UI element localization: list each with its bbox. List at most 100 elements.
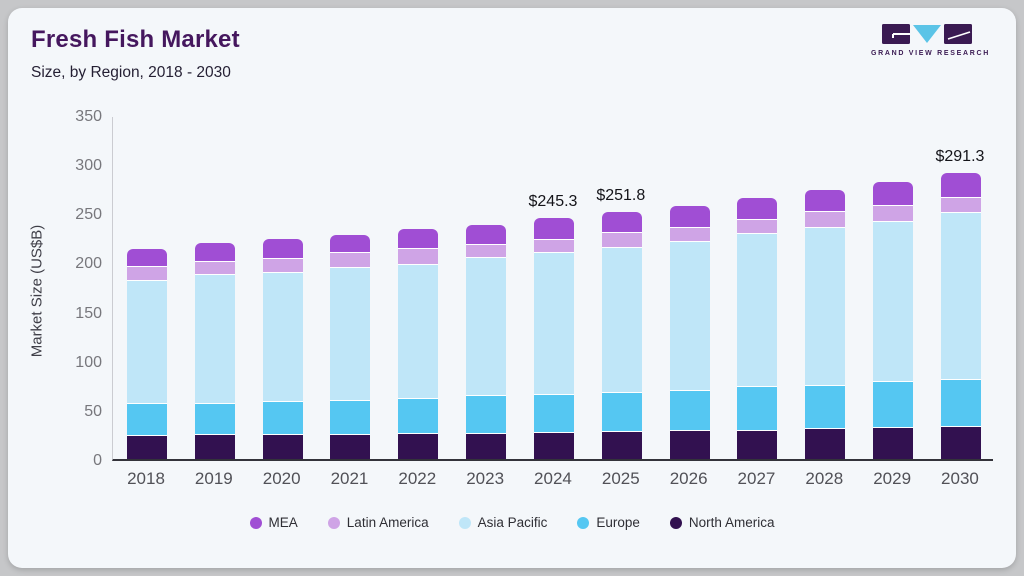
x-tick-label-2029: 2029	[873, 469, 912, 488]
legend-swatch-icon	[458, 516, 471, 529]
y-tick-label: 300	[75, 157, 102, 175]
x-tick-label-2019: 2019	[194, 469, 233, 488]
bar-segment-europe-2028	[805, 385, 846, 429]
bar-segment-asia-pacific-2029	[873, 221, 914, 383]
bar-segment-latin-america-2028	[805, 211, 846, 229]
annotation-2024: $245.3	[528, 192, 578, 210]
bar-segment-latin-america-2027	[737, 220, 778, 235]
bar-segment-latin-america-2029	[873, 205, 914, 222]
bar-segment-north-america-2023	[466, 433, 507, 459]
legend-item-europe: Europe	[577, 515, 640, 530]
bar-segment-north-america-2020	[262, 434, 303, 459]
bar-2025	[601, 211, 642, 459]
bar-segment-north-america-2030	[940, 427, 981, 459]
bar-segment-latin-america-2024	[533, 240, 574, 253]
bar-segment-asia-pacific-2021	[330, 268, 371, 401]
plot-area	[112, 117, 993, 461]
legend-item-mea: MEA	[249, 515, 298, 530]
legend-label: Asia Pacific	[477, 515, 548, 530]
page-title: Fresh Fish Market	[31, 26, 240, 53]
y-tick-label: 0	[93, 452, 102, 469]
legend-swatch-icon	[669, 516, 682, 529]
bar-segment-europe-2025	[601, 392, 642, 433]
bar-segment-europe-2023	[466, 395, 507, 434]
bar-segment-mea-2030	[940, 172, 981, 198]
bar-segment-mea-2023	[466, 225, 507, 246]
bar-segment-mea-2018	[127, 249, 167, 267]
x-tick-label-2023: 2023	[466, 469, 505, 488]
x-tick-label-2026: 2026	[669, 469, 708, 488]
bar-2022	[398, 229, 439, 459]
bar-segment-latin-america-2025	[601, 233, 642, 248]
bar-segment-north-america-2019	[194, 435, 235, 459]
bar-segment-mea-2028	[805, 189, 846, 212]
bar-segment-asia-pacific-2027	[737, 234, 778, 388]
legend-item-asia-pacific: Asia Pacific	[458, 515, 548, 530]
bar-segment-mea-2019	[194, 243, 235, 262]
x-tick-label-2025: 2025	[601, 469, 640, 488]
legend-label: Latin America	[346, 515, 429, 530]
bar-segment-europe-2030	[940, 379, 981, 428]
bar-segment-asia-pacific-2026	[669, 241, 710, 391]
bar-segment-asia-pacific-2018	[127, 281, 167, 404]
legend-item-latin-america: Latin America	[327, 515, 429, 530]
bar-2023	[466, 225, 507, 459]
bar-segment-europe-2018	[127, 403, 167, 436]
bar-segment-mea-2020	[262, 239, 303, 259]
bar-segment-latin-america-2019	[194, 261, 235, 276]
bar-2020	[262, 239, 303, 459]
legend-swatch-icon	[327, 516, 340, 529]
bar-segment-mea-2027	[737, 198, 778, 220]
annotation-2030: $291.3	[935, 147, 985, 165]
bar-2030	[940, 172, 981, 459]
chart-legend: MEA Latin America Asia Pacific Europe North …	[8, 515, 1016, 530]
bar-segment-latin-america-2023	[466, 245, 507, 258]
bar-segment-asia-pacific-2025	[601, 247, 642, 393]
logo-wordmark: GRAND VIEW RESEARCH	[870, 50, 990, 57]
bar-segment-asia-pacific-2030	[940, 212, 981, 380]
x-tick-label-2027: 2027	[737, 469, 776, 488]
bar-segment-europe-2021	[330, 400, 371, 435]
bar-segment-mea-2029	[873, 181, 914, 206]
bar-segment-north-america-2022	[398, 433, 439, 459]
bar-segment-latin-america-2026	[669, 227, 710, 242]
legend-label: Europe	[596, 515, 640, 530]
y-tick-label: 150	[75, 304, 102, 322]
bar-segment-europe-2020	[262, 401, 303, 435]
y-tick-label: 250	[75, 206, 102, 224]
y-tick-label: 200	[75, 255, 102, 273]
bar-segment-mea-2024	[533, 217, 574, 241]
bar-segment-latin-america-2030	[940, 197, 981, 213]
bar-segment-north-america-2028	[805, 428, 846, 459]
bar-segment-north-america-2029	[873, 428, 914, 459]
bar-2028	[805, 189, 846, 459]
bar-segment-north-america-2027	[737, 430, 778, 459]
bar-segment-mea-2025	[601, 211, 642, 234]
x-tick-label-2018: 2018	[127, 469, 165, 488]
bar-segment-europe-2019	[194, 403, 235, 436]
legend-label: North America	[688, 515, 775, 530]
bar-2026	[669, 205, 710, 459]
legend-label: MEA	[268, 515, 298, 530]
bar-segment-north-america-2026	[669, 431, 710, 459]
bar-segment-latin-america-2018	[127, 266, 167, 282]
bar-segment-mea-2026	[669, 205, 710, 228]
bar-segment-latin-america-2020	[262, 258, 303, 273]
legend-swatch-icon	[249, 516, 262, 529]
bar-segment-europe-2024	[533, 394, 574, 434]
annotation-2025: $251.8	[596, 186, 646, 204]
x-tick-label-2020: 2020	[262, 469, 301, 488]
x-tick-label-2021: 2021	[330, 469, 369, 488]
bar-segment-asia-pacific-2024	[533, 252, 574, 395]
page-subtitle: Size, by Region, 2018 - 2030	[31, 64, 231, 81]
chart-card: Fresh Fish Market Size, by Region, 2018 …	[8, 8, 1016, 568]
bar-2021	[330, 235, 371, 459]
x-tick-label-2022: 2022	[398, 469, 437, 488]
y-tick-label: 350	[75, 108, 102, 125]
bar-2018	[127, 249, 167, 459]
bar-segment-europe-2029	[873, 382, 914, 429]
bar-2027	[737, 198, 778, 459]
bar-segment-north-america-2024	[533, 433, 574, 459]
bar-segment-asia-pacific-2019	[194, 275, 235, 404]
bar-segment-europe-2027	[737, 387, 778, 431]
